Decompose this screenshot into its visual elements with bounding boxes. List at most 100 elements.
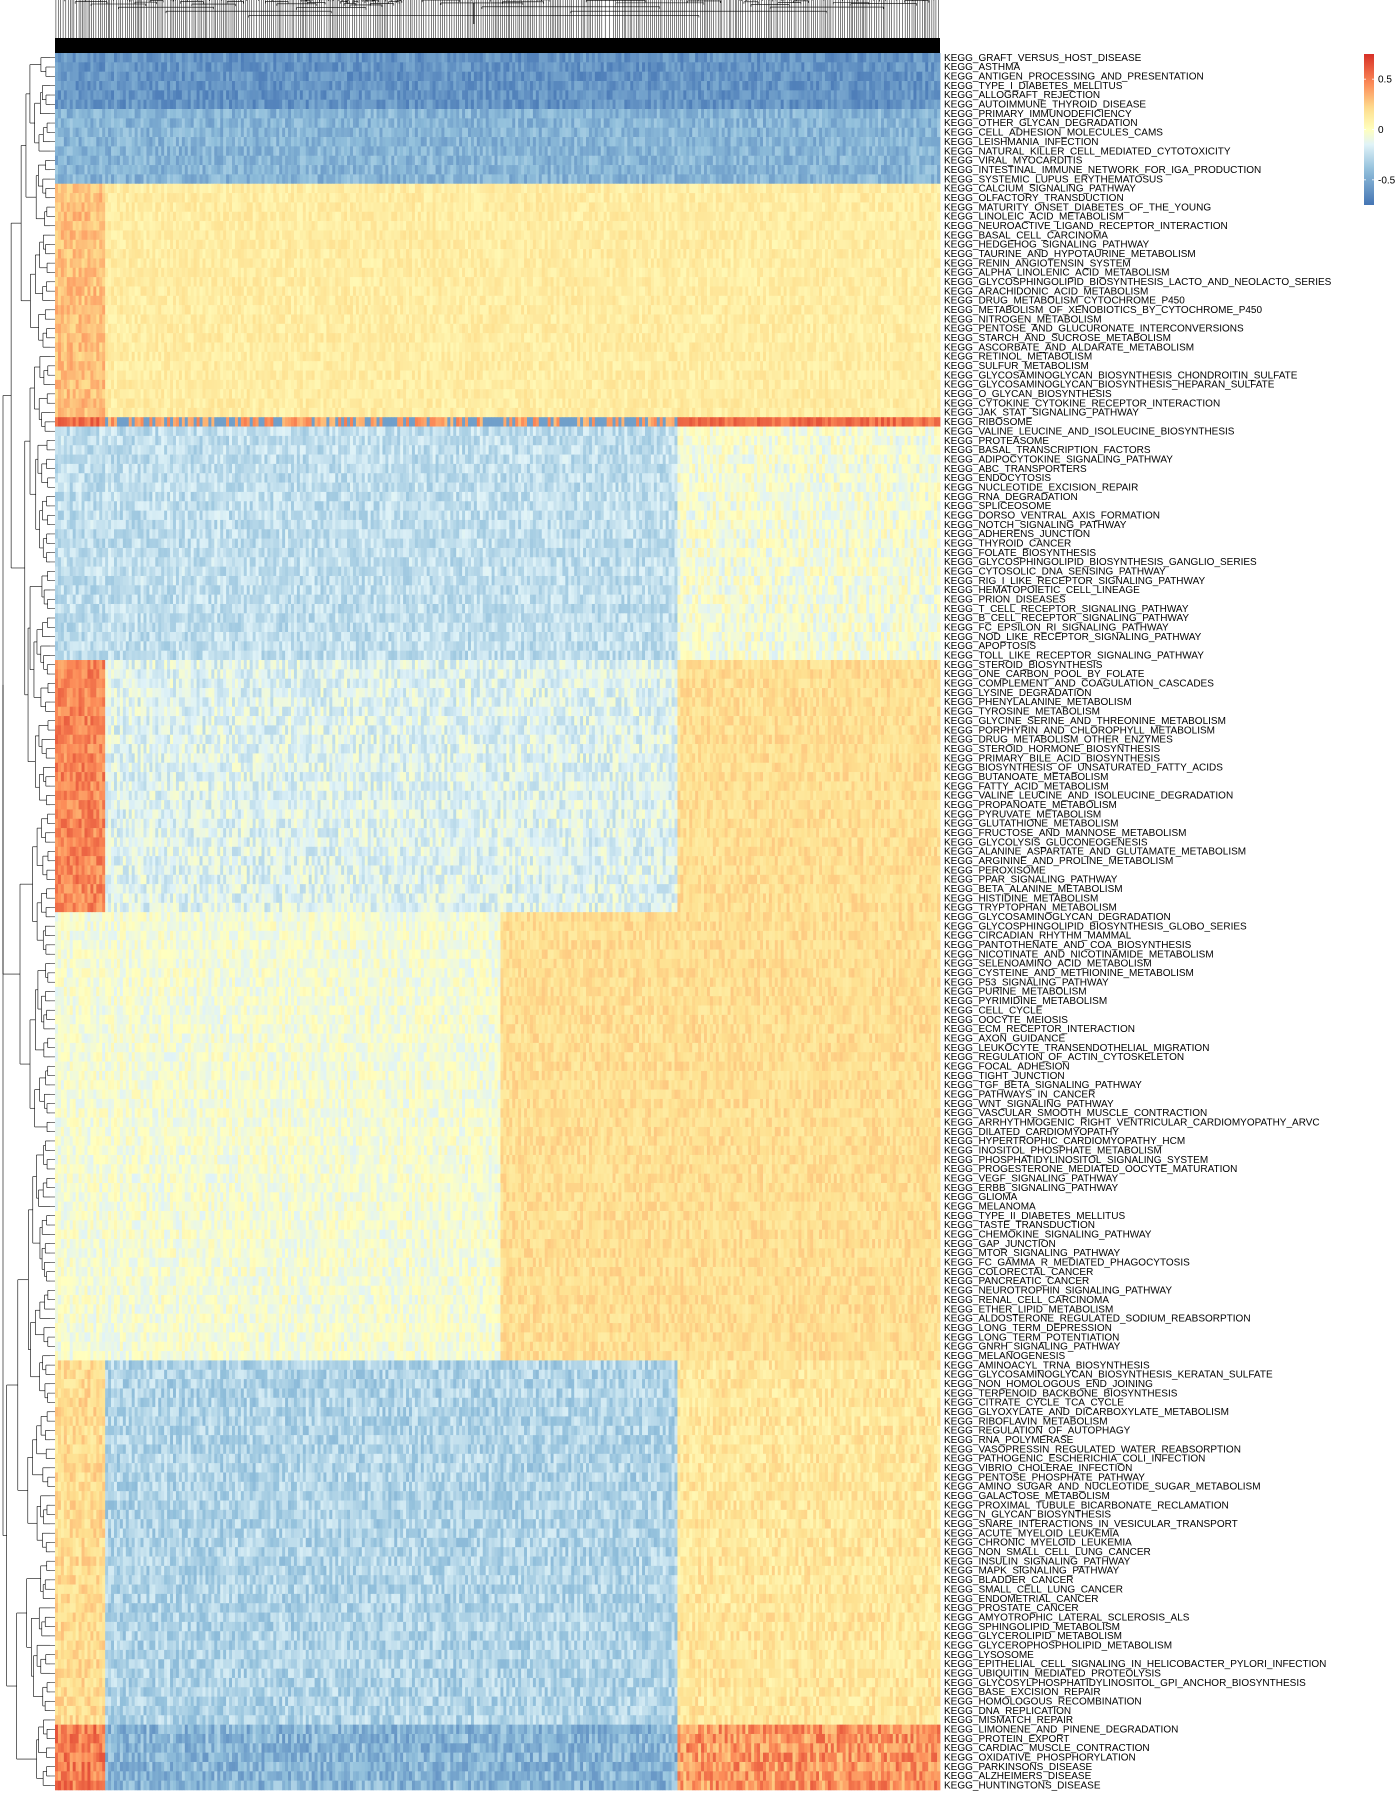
- heatmap-cell: [654, 72, 657, 82]
- heatmap-cell: [480, 81, 483, 91]
- heatmap-cell: [450, 72, 453, 82]
- heatmap-cell: [371, 81, 374, 91]
- heatmap-cell: [719, 72, 722, 82]
- heatmap-cell: [312, 53, 315, 63]
- heatmap-cell: [244, 72, 247, 82]
- heatmap-cell: [598, 72, 601, 82]
- heatmap-cell: [760, 81, 763, 91]
- heatmap-cell: [259, 53, 262, 63]
- heatmap-cell: [787, 81, 790, 91]
- heatmap-cell: [276, 81, 279, 91]
- heatmap-cell: [347, 72, 350, 82]
- heatmap-cell: [916, 72, 919, 82]
- heatmap-cell: [433, 62, 436, 72]
- heatmap-cell: [406, 90, 409, 100]
- heatmap-cell: [589, 53, 592, 63]
- heatmap-cell: [303, 90, 306, 100]
- heatmap-cell: [495, 81, 498, 91]
- heatmap-cell: [152, 90, 155, 100]
- heatmap-cell: [790, 62, 793, 72]
- heatmap-cell: [928, 81, 931, 91]
- heatmap-cell: [276, 62, 279, 72]
- heatmap-cell: [695, 72, 698, 82]
- heatmap-cell: [586, 72, 589, 82]
- heatmap-cell: [179, 62, 182, 72]
- heatmap-cell: [418, 62, 421, 72]
- heatmap-cell: [73, 62, 76, 72]
- heatmap-cell: [751, 81, 754, 91]
- heatmap-cell: [598, 81, 601, 91]
- heatmap-cell: [683, 81, 686, 91]
- heatmap-cell: [725, 62, 728, 72]
- heatmap-cell: [55, 81, 58, 91]
- heatmap-cell: [318, 90, 321, 100]
- heatmap-cell: [754, 81, 757, 91]
- heatmap-cell: [126, 90, 129, 100]
- heatmap-cell: [713, 72, 716, 82]
- heatmap-cell: [194, 100, 197, 110]
- heatmap-cell: [512, 53, 515, 63]
- heatmap-cell: [179, 72, 182, 82]
- heatmap-cell: [772, 100, 775, 110]
- heatmap-cell: [217, 53, 220, 63]
- heatmap-cell: [61, 81, 64, 91]
- heatmap-cell: [539, 62, 542, 72]
- heatmap-cell: [840, 53, 843, 63]
- heatmap-cell: [397, 62, 400, 72]
- heatmap-cell: [294, 100, 297, 110]
- heatmap-cell: [161, 72, 164, 82]
- heatmap-cell: [754, 90, 757, 100]
- heatmap-cell: [214, 100, 217, 110]
- heatmap-cell: [465, 81, 468, 91]
- heatmap-cell: [660, 100, 663, 110]
- heatmap-cell: [394, 81, 397, 91]
- heatmap-cell: [309, 62, 312, 72]
- heatmap-cell: [928, 90, 931, 100]
- heatmap-cell: [781, 81, 784, 91]
- heatmap-cell: [834, 90, 837, 100]
- heatmap-cell: [648, 72, 651, 82]
- heatmap-cell: [731, 90, 734, 100]
- heatmap-cell: [607, 81, 610, 91]
- heatmap-cell: [745, 90, 748, 100]
- heatmap-cell: [654, 100, 657, 110]
- heatmap-cell: [545, 53, 548, 63]
- heatmap-cell: [220, 81, 223, 91]
- heatmap-cell: [276, 72, 279, 82]
- heatmap-cell: [300, 53, 303, 63]
- heatmap-cell: [217, 100, 220, 110]
- heatmap-cell: [200, 90, 203, 100]
- heatmap-cell: [341, 72, 344, 82]
- heatmap-cell: [415, 81, 418, 91]
- heatmap-cell: [99, 90, 102, 100]
- heatmap-cell: [639, 72, 642, 82]
- heatmap-cell: [105, 53, 108, 63]
- heatmap-cell: [58, 100, 61, 110]
- heatmap-cell: [660, 72, 663, 82]
- heatmap-cell: [161, 53, 164, 63]
- heatmap-cell: [533, 53, 536, 63]
- heatmap-cell: [96, 62, 99, 72]
- heatmap-cell: [698, 62, 701, 72]
- heatmap-cell: [276, 90, 279, 100]
- heatmap-cell: [677, 53, 680, 63]
- heatmap-cell: [542, 53, 545, 63]
- heatmap-cell: [447, 72, 450, 82]
- heatmap-cell: [545, 81, 548, 91]
- heatmap-cell: [356, 90, 359, 100]
- heatmap-cell: [382, 53, 385, 63]
- heatmap-cell: [217, 62, 220, 72]
- heatmap-cell: [397, 90, 400, 100]
- heatmap-cell: [259, 81, 262, 91]
- heatmap-cell: [282, 81, 285, 91]
- heatmap-cell: [919, 53, 922, 63]
- heatmap-cell: [205, 53, 208, 63]
- heatmap-cell: [840, 81, 843, 91]
- heatmap-cell: [666, 62, 669, 72]
- heatmap-cell: [813, 100, 816, 110]
- heatmap-cell: [790, 100, 793, 110]
- heatmap-cell: [444, 72, 447, 82]
- heatmap-cell: [450, 90, 453, 100]
- heatmap-cell: [568, 62, 571, 72]
- heatmap-cell: [651, 100, 654, 110]
